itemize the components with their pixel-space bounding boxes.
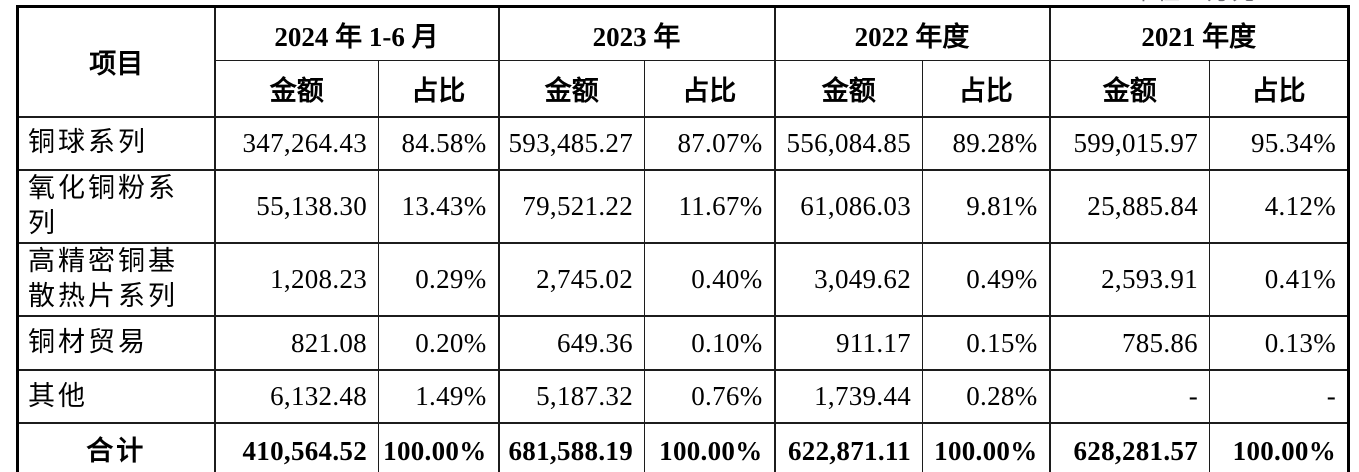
ratio-cell: 0.20% xyxy=(378,315,499,371)
ratio-cell: 84.58% xyxy=(378,115,499,171)
amount-cell: 911.17 xyxy=(773,315,923,371)
ratio-cell: 0.13% xyxy=(1209,315,1349,371)
ratio-cell: 0.29% xyxy=(378,241,499,318)
total-amount-cell: 628,281.57 xyxy=(1048,422,1210,472)
amount-cell: 3,049.62 xyxy=(773,241,923,318)
amount-cell: - xyxy=(1048,369,1210,424)
item-column-header: 项目 xyxy=(17,6,216,117)
amount-cell: 61,086.03 xyxy=(773,168,923,244)
ratio-cell: 0.41% xyxy=(1209,241,1349,318)
ratio-header-2022: 占比 xyxy=(922,60,1050,117)
ratio-cell: 0.28% xyxy=(922,369,1050,424)
table-row-copper-ball: 铜球系列 347,264.43 84.58% 593,485.27 87.07%… xyxy=(17,115,1349,171)
amount-cell: 55,138.30 xyxy=(213,168,379,244)
ratio-cell: 87.07% xyxy=(644,115,775,171)
total-amount-cell: 622,871.11 xyxy=(773,422,923,472)
total-ratio-cell: 100.00% xyxy=(644,422,775,472)
item-cell: 铜材贸易 xyxy=(17,315,216,371)
ratio-header-2021: 占比 xyxy=(1209,60,1349,117)
amount-header-2022: 金额 xyxy=(773,60,923,117)
total-ratio-cell: 100.00% xyxy=(922,422,1050,472)
period-header-2023: 2023 年 xyxy=(497,6,775,61)
ratio-cell: 9.81% xyxy=(922,168,1050,244)
ratio-cell: 0.15% xyxy=(922,315,1050,371)
total-amount-cell: 681,588.19 xyxy=(497,422,645,472)
amount-cell: 1,739.44 xyxy=(773,369,923,424)
ratio-header-2023: 占比 xyxy=(644,60,775,117)
total-ratio-cell: 100.00% xyxy=(378,422,499,472)
amount-cell: 556,084.85 xyxy=(773,115,923,171)
amount-cell: 79,521.22 xyxy=(497,168,645,244)
ratio-cell: 1.49% xyxy=(378,369,499,424)
amount-cell: 6,132.48 xyxy=(213,369,379,424)
amount-cell: 5,187.32 xyxy=(497,369,645,424)
clipped-unit-text-content: 单位：万元 xyxy=(1132,0,1272,5)
ratio-cell: 89.28% xyxy=(922,115,1050,171)
ratio-cell: 0.76% xyxy=(644,369,775,424)
total-amount-cell: 410,564.52 xyxy=(213,422,379,472)
ratio-cell: 95.34% xyxy=(1209,115,1349,171)
ratio-cell: 4.12% xyxy=(1209,168,1349,244)
item-cell: 其他 xyxy=(17,369,216,424)
amount-header-2024: 金额 xyxy=(213,60,379,117)
amount-cell: 649.36 xyxy=(497,315,645,371)
period-header-2022: 2022 年度 xyxy=(773,6,1050,61)
ratio-header-2024: 占比 xyxy=(378,60,499,117)
amount-cell: 2,593.91 xyxy=(1048,241,1210,318)
table-row-copper-oxide-powder: 氧化铜粉系列 55,138.30 13.43% 79,521.22 11.67%… xyxy=(17,168,1349,244)
item-cell: 高精密铜基散热片系列 xyxy=(17,241,216,318)
table-row-precision-heat-sink: 高精密铜基散热片系列 1,208.23 0.29% 2,745.02 0.40%… xyxy=(17,241,1349,318)
amount-header-2023: 金额 xyxy=(497,60,645,117)
table-row-total: 合计 410,564.52 100.00% 681,588.19 100.00%… xyxy=(17,422,1349,472)
table-row-copper-trading: 铜材贸易 821.08 0.20% 649.36 0.10% 911.17 0.… xyxy=(17,315,1349,371)
clipped-unit-text: 单位：万元 xyxy=(1132,0,1272,5)
header-period-row: 项目 2024 年 1-6 月 2023 年 2022 年度 2021 年度 xyxy=(17,6,1349,117)
ratio-cell: 0.49% xyxy=(922,241,1050,318)
ratio-cell: 11.67% xyxy=(644,168,775,244)
total-ratio-cell: 100.00% xyxy=(1209,422,1349,472)
total-item-cell: 合计 xyxy=(17,422,216,472)
ratio-cell: 0.40% xyxy=(644,241,775,318)
amount-cell: 785.86 xyxy=(1048,315,1210,371)
amount-header-2021: 金额 xyxy=(1048,60,1210,117)
amount-cell: 593,485.27 xyxy=(497,115,645,171)
amount-cell: 2,745.02 xyxy=(497,241,645,318)
revenue-by-product-table: 项目 2024 年 1-6 月 2023 年 2022 年度 2021 年度 金… xyxy=(16,5,1350,472)
header-measure-row: 金额 占比 金额 占比 金额 占比 金额 占比 xyxy=(18,60,1349,117)
period-header-2024-h1: 2024 年 1-6 月 xyxy=(213,6,499,61)
amount-cell: 25,885.84 xyxy=(1048,168,1210,244)
ratio-cell: - xyxy=(1209,369,1349,424)
ratio-cell: 13.43% xyxy=(378,168,499,244)
period-header-2021: 2021 年度 xyxy=(1048,6,1349,61)
table-row-others: 其他 6,132.48 1.49% 5,187.32 0.76% 1,739.4… xyxy=(17,369,1349,424)
ratio-cell: 0.10% xyxy=(644,315,775,371)
amount-cell: 1,208.23 xyxy=(213,241,379,318)
amount-cell: 821.08 xyxy=(213,315,379,371)
item-cell: 铜球系列 xyxy=(17,115,216,171)
amount-cell: 347,264.43 xyxy=(213,115,379,171)
amount-cell: 599,015.97 xyxy=(1048,115,1210,171)
item-cell: 氧化铜粉系列 xyxy=(17,168,216,244)
